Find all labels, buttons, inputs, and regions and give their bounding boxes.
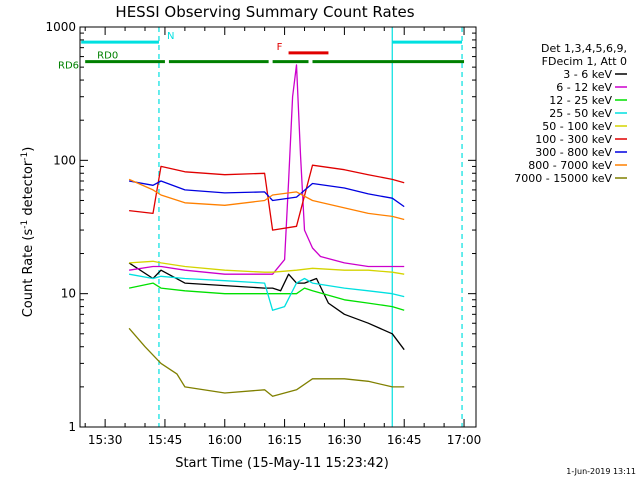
y-axis-label: Count Rate (s-1 detector-1): [20, 147, 36, 318]
series-line-12-25-kev: [128, 282, 405, 311]
x-tick-label: 15:30: [88, 433, 123, 447]
y-tick-label: 10: [61, 287, 76, 301]
legend-entry-25-50-kev: 25 - 50 keV: [549, 107, 612, 120]
legend-entry-12-25-kev: 12 - 25 keV: [549, 94, 612, 107]
y-axis-label-part: Count Rate (s: [21, 229, 36, 318]
legend-entry-300-800-kev: 300 - 800 keV: [535, 146, 612, 159]
flag-label-f: F: [277, 42, 283, 53]
flag-label-n: N: [167, 31, 174, 42]
plot-frame: [79, 26, 477, 428]
series-line-800-7000-kev: [128, 178, 405, 221]
x-tick-label: 16:30: [327, 433, 362, 447]
x-axis-label: Start Time (15-May-11 15:23:42): [175, 456, 389, 471]
legend-entry-3-6-kev: 3 - 6 keV: [563, 68, 612, 81]
y-tick-label: 1: [68, 420, 76, 434]
series-line-7000-15000-kev: [128, 327, 405, 397]
legend-entry-6-12-kev: 6 - 12 keV: [556, 81, 612, 94]
series-line-6-12-kev: [129, 64, 405, 275]
x-tick-label: 17:00: [447, 433, 482, 447]
y-axis-label-superscript: -1: [20, 152, 30, 161]
flag-label-rd0: RD0: [97, 51, 118, 62]
flag-label-rd6: RD6: [58, 61, 79, 72]
legend-entry-50-100-kev: 50 - 100 keV: [542, 120, 612, 133]
y-axis-label-part: ): [21, 147, 36, 152]
x-tick-label: 15:45: [148, 433, 183, 447]
legend-entry-800-7000-kev: 800 - 7000 keV: [528, 159, 612, 172]
series-line-25-50-kev: [128, 273, 405, 311]
svg-text:Count Rate (s-1 detector-1): Count Rate (s-1 detector-1): [20, 147, 36, 318]
chart-title: HESSI Observing Summary Count Rates: [115, 3, 414, 21]
series-line-50-100-kev: [129, 260, 405, 275]
y-axis-label-superscript: -1: [20, 220, 30, 229]
y-tick-label: 1000: [45, 20, 76, 34]
x-tick-label: 16:00: [207, 433, 242, 447]
x-tick-label: 16:15: [267, 433, 302, 447]
y-tick-label: 100: [53, 153, 76, 167]
legend-entry-100-300-kev: 100 - 300 keV: [535, 133, 612, 146]
series-line-3-6-kev: [128, 262, 405, 351]
series-line-300-800-kev: [128, 180, 405, 208]
series-line-100-300-kev: [129, 164, 405, 231]
legend-header: FDecim 1, Att 0: [542, 55, 627, 68]
date-stamp: 1-Jun-2019 13:11: [566, 467, 636, 476]
x-tick-label: 16:45: [387, 433, 422, 447]
legend-entry-7000-15000-kev: 7000 - 15000 keV: [514, 172, 612, 185]
y-axis-label-part: detector: [21, 160, 36, 220]
legend-header: Det 1,3,4,5,6,9,: [541, 42, 627, 55]
